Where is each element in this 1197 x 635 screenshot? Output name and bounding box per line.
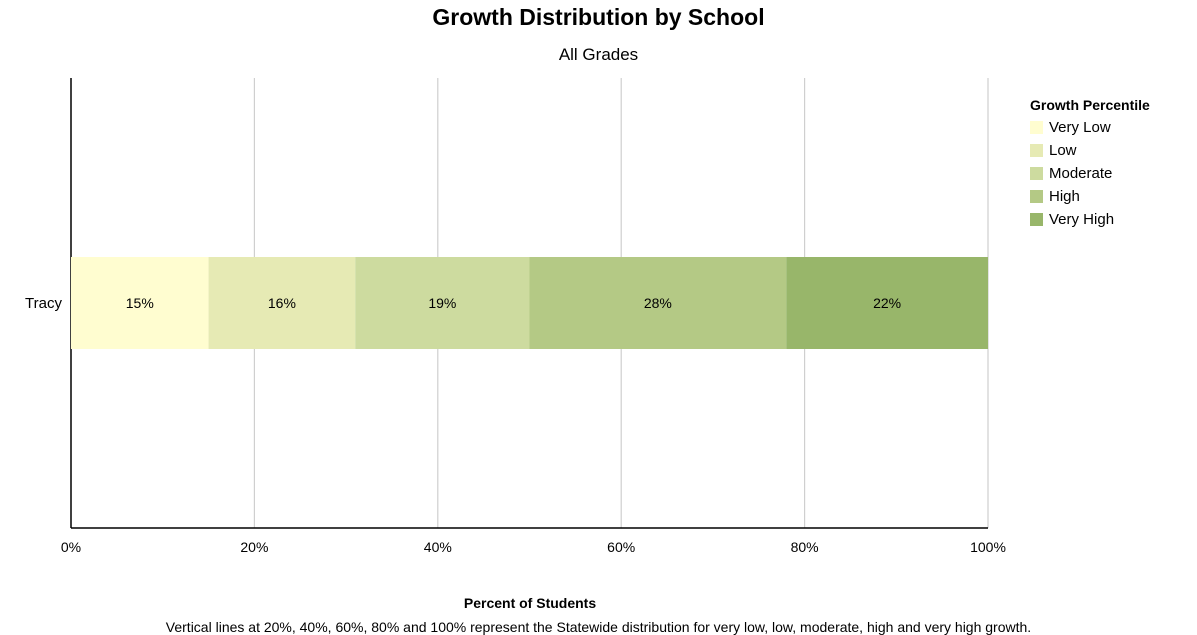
data-label: 15% [126,295,154,311]
legend-swatch [1030,190,1043,203]
legend-label: Very Low [1049,119,1111,136]
x-tick-label: 40% [424,539,452,555]
legend-swatch [1030,144,1043,157]
legend-title: Growth Percentile [1030,97,1150,113]
legend-swatch [1030,213,1043,226]
bar-segment [529,257,787,349]
legend-label: High [1049,188,1080,205]
legend: Growth Percentile Very Low Low Moderate Hig… [1030,97,1150,231]
legend-item: High [1030,185,1150,208]
legend-item: Very Low [1030,116,1150,139]
legend-item: Low [1030,139,1150,162]
legend-swatch [1030,167,1043,180]
data-label: 22% [873,295,901,311]
data-label: 19% [428,295,456,311]
legend-swatch [1030,121,1043,134]
legend-item: Moderate [1030,162,1150,185]
data-label: 28% [644,295,672,311]
chart-title: Growth Distribution by School [432,4,765,30]
chart-note: Vertical lines at 20%, 40%, 60%, 80% and… [165,619,1032,635]
category-label: Tracy [25,295,62,312]
bar-segment [71,257,209,349]
chart-subtitle: All Grades [558,45,639,64]
bar-segment [208,257,356,349]
x-tick-label: 20% [240,539,268,555]
bar-segment [355,257,530,349]
data-label: 16% [268,295,296,311]
x-tick-label: 100% [970,539,1006,555]
x-tick-label: 80% [791,539,819,555]
x-tick-label: 0% [61,539,81,555]
legend-item: Very High [1030,208,1150,231]
x-tick-label: 60% [607,539,635,555]
legend-label: Moderate [1049,165,1113,182]
bar-segment [786,257,988,349]
growth-distribution-chart: 0% 20% 40% 60% 80% 100% 15% 16% 19% 28% 22% Tracy [25,78,1006,555]
x-axis-label: Percent of Students [463,595,597,611]
legend-label: Very High [1049,211,1115,228]
legend-label: Low [1049,142,1077,159]
